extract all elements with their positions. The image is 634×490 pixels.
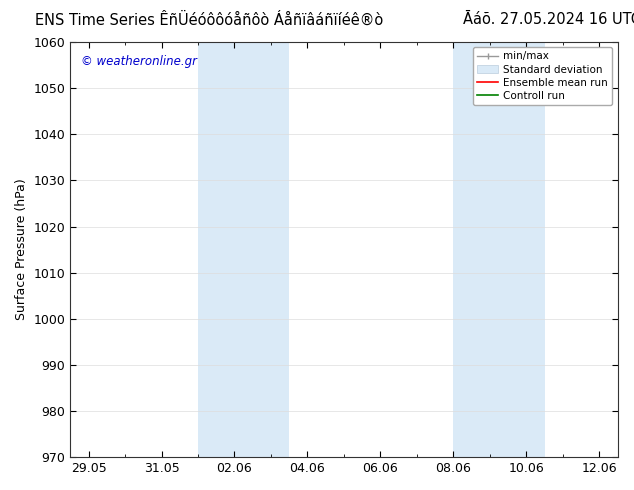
Legend: min/max, Standard deviation, Ensemble mean run, Controll run: min/max, Standard deviation, Ensemble me… (473, 47, 612, 105)
Y-axis label: Surface Pressure (hPa): Surface Pressure (hPa) (15, 179, 28, 320)
Bar (198, 42, 289, 457)
Text: ENS Time Series ÊñÜéóôôóåñôò Áåñïâáñïíéê®ò: ENS Time Series ÊñÜéóôôóåñôò Áåñïâáñïíéê… (35, 12, 384, 27)
Bar (453, 42, 545, 457)
Text: © weatheronline.gr: © weatheronline.gr (81, 54, 197, 68)
Text: Āáõ. 27.05.2024 16 UTC: Āáõ. 27.05.2024 16 UTC (463, 12, 634, 27)
